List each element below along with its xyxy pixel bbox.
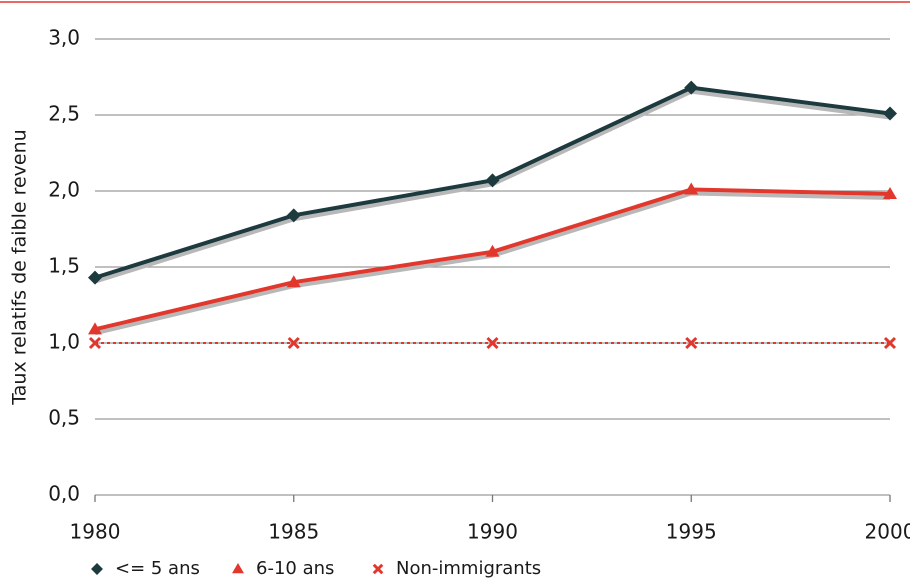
marker xyxy=(883,187,897,200)
marker xyxy=(684,80,699,95)
marker xyxy=(372,563,384,575)
marker xyxy=(287,336,300,350)
marker xyxy=(684,182,699,195)
y-tick-label: 0,5 xyxy=(48,406,80,430)
marker xyxy=(485,244,500,257)
y-tick-label: 3,0 xyxy=(48,26,80,50)
marker xyxy=(883,106,897,121)
series-line xyxy=(94,187,891,332)
line-shadow xyxy=(94,191,891,336)
y-tick-label: 0,0 xyxy=(48,482,80,506)
marker xyxy=(286,275,301,288)
marker xyxy=(88,270,102,285)
marker xyxy=(88,336,102,350)
marker xyxy=(485,173,500,188)
y-tick-label: 2,5 xyxy=(48,102,80,126)
legend-label: <= 5 ans xyxy=(115,558,200,579)
x-tick-label: 1995 xyxy=(666,520,717,544)
x-tick-label: 1980 xyxy=(70,520,121,544)
marker xyxy=(883,336,897,350)
x-tick-label: 1985 xyxy=(268,520,319,544)
marker xyxy=(685,336,698,350)
legend-label: Non-immigrants xyxy=(396,558,541,579)
x-tick-label: 1990 xyxy=(467,520,518,544)
y-axis-label: Taux relatifs de faible revenu xyxy=(9,129,31,405)
y-tick-label: 1,5 xyxy=(48,254,80,278)
y-tick-label: 1,0 xyxy=(48,330,80,354)
marker xyxy=(286,208,301,223)
marker xyxy=(91,563,103,575)
marker xyxy=(486,336,499,350)
x-tick-label: 2000 xyxy=(865,520,910,544)
marker xyxy=(88,322,102,335)
marker xyxy=(232,563,244,574)
legend-label: 6-10 ans xyxy=(256,558,334,579)
y-tick-label: 2,0 xyxy=(48,178,80,202)
